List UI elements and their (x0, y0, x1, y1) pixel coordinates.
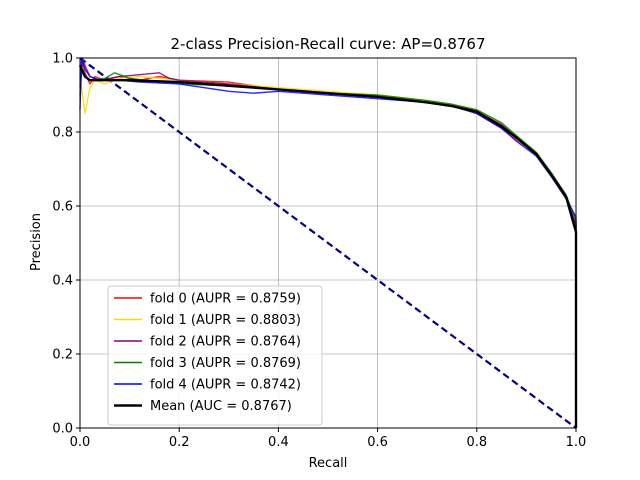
legend-label-1: fold 1 (AUPR = 0.8803) (150, 313, 301, 328)
y-tick-label-5: 1.0 (52, 52, 73, 67)
legend-label-4: fold 4 (AUPR = 0.8742) (150, 378, 301, 393)
legend-box (107, 285, 323, 426)
legend-label-2: fold 2 (AUPR = 0.8764) (150, 335, 301, 350)
chance-reference-line (79, 57, 577, 429)
legend: fold 0 (AUPR = 0.8759) fold 1 (AUPR = 0.8… (107, 285, 323, 426)
plot-area: 0.0 0.2 0.4 0.6 0.8 1.0 0.0 0.2 0.4 0.6 0.8 1.0 (52, 52, 586, 451)
x-tick-label-0: 0.0 (70, 435, 91, 450)
y-tick-label-0: 0.0 (52, 422, 73, 437)
axes-frame (79, 57, 577, 429)
y-tick-label-4: 0.8 (52, 126, 73, 141)
y-tick-label-1: 0.2 (52, 348, 73, 363)
y-tick-label-2: 0.4 (52, 274, 73, 289)
x-axis-label: Recall (309, 456, 348, 471)
x-tick-label-4: 0.8 (466, 435, 487, 450)
legend-label-0: fold 0 (AUPR = 0.8759) (150, 292, 301, 307)
legend-label-3: fold 3 (AUPR = 0.8769) (150, 356, 301, 371)
legend-label-5: Mean (AUC = 0.8767) (150, 399, 292, 414)
x-tick-label-3: 0.6 (367, 435, 388, 450)
chart-title: 2-class Precision-Recall curve: AP=0.876… (170, 35, 485, 53)
series-line-5 (78, 64, 578, 428)
y-tick-label-3: 0.6 (52, 200, 73, 215)
x-tick-label-2: 0.4 (268, 435, 289, 450)
x-tick-label-5: 1.0 (566, 435, 587, 450)
y-axis-label: Precision (29, 213, 44, 271)
x-tick-label-1: 0.2 (169, 435, 190, 450)
